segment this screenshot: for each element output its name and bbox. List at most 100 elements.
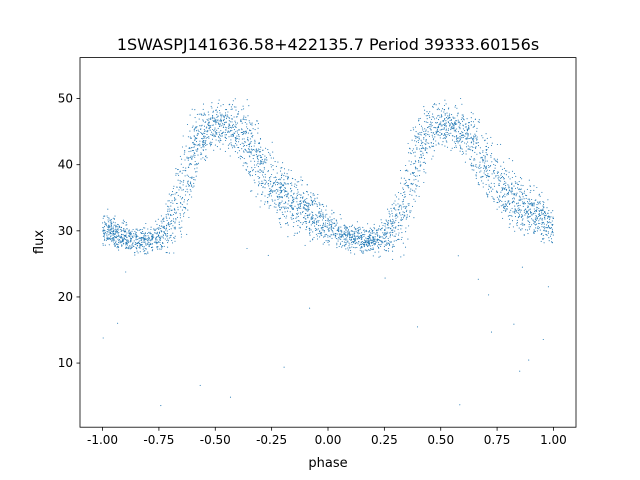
data-point [490,165,492,167]
data-point [314,199,316,201]
data-point [162,225,164,227]
data-point [229,117,231,119]
data-point [318,202,320,204]
data-point [106,238,108,240]
data-point [493,170,495,172]
data-point [374,233,376,235]
data-point [443,133,446,135]
data-point [134,230,136,232]
data-point [487,179,489,181]
data-point [456,134,458,137]
data-point [521,222,523,224]
data-point [318,213,320,215]
data-point [476,153,478,155]
data-point [433,104,435,106]
data-point [190,147,193,149]
data-point [510,209,512,211]
data-point [371,244,373,247]
data-point [303,192,305,195]
data-point [205,127,207,129]
data-point [326,226,328,228]
data-point [426,127,429,129]
data-point [430,118,433,120]
data-point [372,237,374,239]
data-point [414,162,416,165]
data-point [216,129,218,131]
data-point [445,124,447,127]
data-point [175,217,177,220]
data-point [516,211,518,213]
data-point [277,184,279,186]
data-point [454,106,456,108]
data-point [287,236,289,238]
data-point [550,212,552,214]
data-point [220,120,223,122]
data-point [459,122,462,124]
data-point [418,195,420,197]
data-point [183,199,186,201]
data-point [339,230,341,232]
data-point [260,193,263,195]
data-point [538,209,540,212]
data-point [538,193,540,195]
data-point [268,191,270,193]
data-point [323,231,325,233]
data-point [181,146,184,148]
data-point [281,196,283,198]
data-point [480,166,482,169]
data-point [182,181,184,183]
data-point [268,176,271,179]
data-point [365,244,368,246]
data-point [533,222,535,225]
data-point [119,228,121,230]
data-point [443,134,445,136]
data-point [156,232,158,234]
data-point [454,122,456,124]
data-point [297,225,299,227]
data-point [202,137,204,139]
data-point [174,200,176,202]
data-point [534,221,536,223]
data-point [274,161,276,163]
data-point [113,230,115,232]
data-point [452,116,454,118]
data-point [264,155,266,157]
data-point [331,237,333,239]
data-point [339,238,341,240]
data-point [255,148,257,150]
data-point [405,231,407,233]
data-point [383,222,385,224]
data-point [243,138,245,140]
data-point [511,207,513,209]
data-point [201,153,203,155]
data-point [378,243,380,245]
data-point [177,179,179,181]
data-point [484,155,486,157]
data-point [436,127,438,129]
data-point [160,405,162,407]
data-point [149,231,151,233]
data-point [122,219,124,221]
data-point [322,227,324,229]
data-point [279,209,282,211]
data-point [169,214,172,216]
data-point [186,157,188,159]
data-point [543,223,545,225]
data-point [139,251,141,253]
data-point [414,191,416,193]
data-point [229,129,232,131]
data-point [455,120,457,122]
data-point [309,229,311,231]
data-point [269,153,271,155]
data-point [464,130,466,132]
data-point [129,248,132,250]
data-point [378,256,380,258]
data-point [258,142,260,144]
data-point [132,228,134,231]
data-point [201,124,203,126]
data-point [233,116,235,118]
data-point [252,135,254,137]
data-point [345,243,347,245]
data-point [542,203,545,205]
data-point [247,166,249,168]
